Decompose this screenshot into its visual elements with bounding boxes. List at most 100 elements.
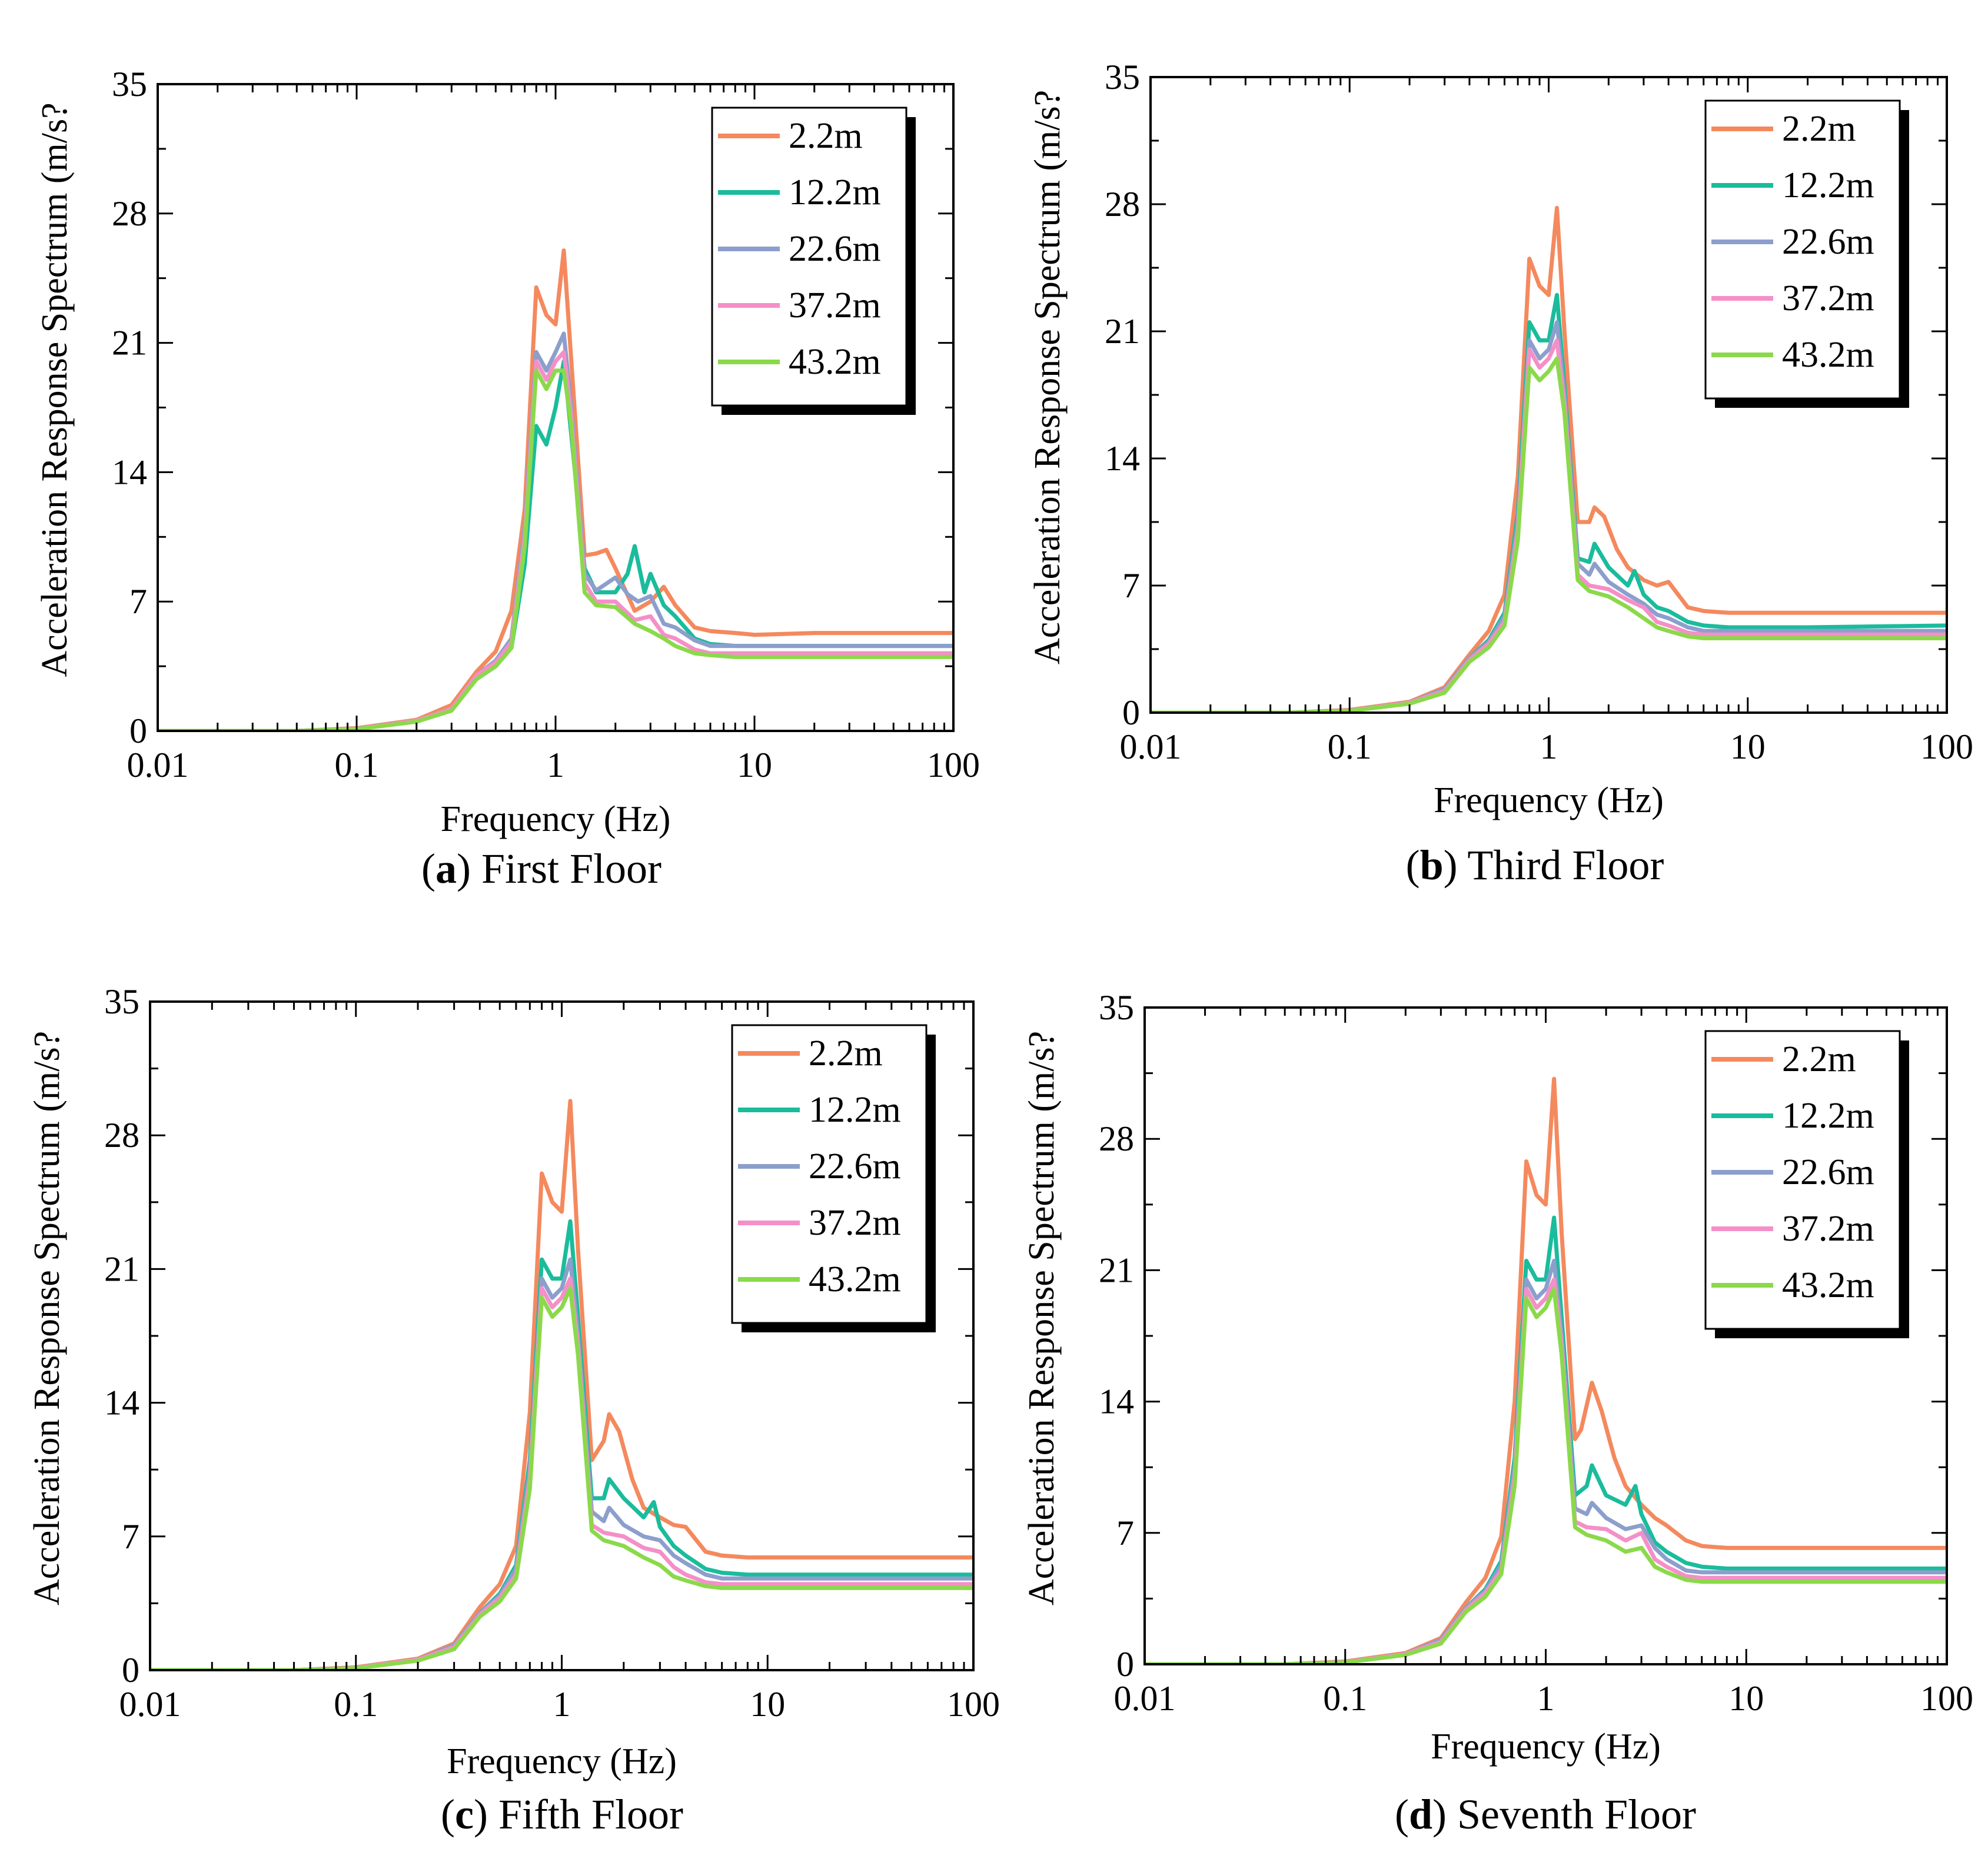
x-axis-title: Frequency (Hz) — [441, 799, 671, 839]
caption-open-paren: ( — [1395, 1791, 1409, 1838]
series-line-43.2m — [1151, 356, 1947, 713]
x-axis-title: Frequency (Hz) — [1431, 1727, 1661, 1767]
legend-box — [1704, 99, 1901, 400]
series-group — [1145, 1076, 1947, 1664]
series-line-43.2m — [150, 1286, 973, 1670]
legend-label: 2.2m — [1782, 109, 1856, 149]
y-tick-label: 35 — [1099, 988, 1134, 1027]
y-ticks — [150, 1000, 973, 1671]
caption-open-paren: ( — [441, 1791, 455, 1838]
x-tick-label: 100 — [1920, 727, 1973, 766]
y-tick-label: 28 — [104, 1116, 139, 1155]
y-tick-label: 35 — [112, 65, 147, 104]
caption-letter: c — [455, 1791, 474, 1838]
chart-panel-d: 0.01 0.1 1 10 100 0 7 14 21 28 35 Frequency (Hz) Acc… — [1022, 988, 1973, 1838]
x-tick-label: 0.1 — [1328, 727, 1372, 766]
caption-open-paren: ( — [1406, 842, 1420, 889]
y-tick-label: 21 — [104, 1249, 139, 1288]
series-group — [1151, 205, 1947, 713]
legend-label: 22.6m — [789, 229, 881, 269]
y-tick-label: 21 — [1105, 312, 1140, 351]
legend-box — [1704, 1030, 1901, 1330]
x-tick-label: 0.01 — [127, 746, 189, 784]
y-tick-label: 0 — [129, 711, 147, 750]
y-axis-title: Acceleration Response Spectrum (m/s? — [35, 102, 75, 677]
legend-box — [711, 107, 907, 407]
legend-label: 37.2m — [789, 285, 881, 325]
legend: 2.2m 12.2m 22.6m 37.2m 43.2m — [1704, 1030, 1909, 1338]
y-tick-label: 0 — [1122, 693, 1140, 732]
y-tick-label: 35 — [1105, 58, 1140, 97]
x-tick-label: 0.1 — [335, 746, 379, 784]
y-tick-label: 14 — [104, 1384, 139, 1422]
caption-text: Seventh Floor — [1457, 1791, 1696, 1838]
y-tick-label: 21 — [1099, 1251, 1134, 1289]
x-tick-label: 0.01 — [119, 1685, 181, 1724]
legend-label: 37.2m — [1782, 1209, 1874, 1249]
x-tick-label: 10 — [750, 1685, 785, 1724]
y-tick-label: 7 — [1116, 1514, 1134, 1552]
x-tick-label: 0.01 — [1114, 1679, 1176, 1718]
legend-label: 43.2m — [1782, 1265, 1874, 1305]
y-tick-label: 7 — [122, 1517, 139, 1556]
caption-close-paren: ) — [1444, 842, 1468, 889]
y-tick-label: 14 — [1105, 439, 1140, 478]
x-tick-label: 10 — [1728, 1679, 1764, 1718]
series-line-2.2m — [150, 1099, 973, 1670]
caption-open-paren: ( — [421, 845, 436, 892]
x-tick-label: 1 — [553, 1685, 571, 1724]
x-axis-title: Frequency (Hz) — [447, 1741, 677, 1781]
legend-label: 12.2m — [1782, 165, 1874, 205]
caption-letter: a — [436, 845, 457, 892]
legend-label: 2.2m — [789, 116, 863, 156]
y-axis-title: Acceleration Response Spectrum (m/s? — [27, 1031, 67, 1605]
x-ticks — [1149, 77, 1948, 713]
series-line-43.2m — [158, 368, 953, 731]
legend-label: 37.2m — [1782, 278, 1874, 318]
series-line-2.2m — [1145, 1076, 1947, 1664]
y-tick-label: 14 — [112, 453, 147, 491]
legend-label: 2.2m — [1782, 1039, 1856, 1079]
legend-label: 43.2m — [1782, 335, 1874, 375]
series-group — [150, 1099, 973, 1670]
legend: 2.2m 12.2m 22.6m 37.2m 43.2m — [711, 107, 916, 415]
x-tick-label: 100 — [947, 1685, 1000, 1724]
caption-close-paren: ) — [1432, 1791, 1457, 1838]
caption-close-paren: ) — [474, 1791, 498, 1838]
y-tick-label: 35 — [104, 982, 139, 1021]
x-tick-label: 0.1 — [334, 1685, 378, 1724]
y-tick-label: 14 — [1099, 1382, 1134, 1421]
x-axis-title: Frequency (Hz) — [1434, 780, 1664, 820]
x-ticks — [157, 84, 955, 731]
panel-caption: (d) Seventh Floor — [1395, 1791, 1696, 1838]
legend-label: 12.2m — [809, 1090, 901, 1130]
legend-box — [731, 1024, 927, 1324]
x-tick-label: 1 — [547, 746, 564, 784]
y-ticks — [158, 83, 953, 732]
legend-label: 12.2m — [1782, 1096, 1874, 1136]
y-tick-label: 21 — [112, 324, 147, 363]
series-line-43.2m — [1145, 1286, 1947, 1664]
caption-text: Third Floor — [1467, 842, 1664, 889]
panel-caption: (a) First Floor — [421, 845, 661, 892]
y-tick-label: 0 — [122, 1651, 139, 1690]
y-ticks — [1151, 76, 1947, 714]
panel-caption: (b) Third Floor — [1406, 842, 1664, 889]
y-ticks — [1145, 1006, 1947, 1665]
x-tick-label: 10 — [1730, 727, 1766, 766]
chart-panel-c: 0.01 0.1 1 10 100 0 7 14 21 28 35 Frequency (Hz) Acc… — [27, 982, 1000, 1838]
chart-panel-b: 0.01 0.1 1 10 100 0 7 14 21 28 35 Frequency (Hz) Acc… — [1028, 58, 1973, 889]
x-tick-label: 100 — [1920, 1679, 1973, 1718]
caption-close-paren: ) — [457, 845, 481, 892]
y-tick-label: 28 — [1099, 1119, 1134, 1158]
series-group — [158, 248, 953, 731]
legend-label: 43.2m — [809, 1259, 901, 1299]
legend-label: 2.2m — [809, 1033, 883, 1073]
legend-label: 43.2m — [789, 342, 881, 382]
caption-text: Fifth Floor — [498, 1791, 683, 1838]
legend-label: 37.2m — [809, 1203, 901, 1243]
x-tick-label: 10 — [737, 746, 772, 784]
x-ticks — [1143, 1008, 1948, 1664]
caption-letter: d — [1409, 1791, 1432, 1838]
legend: 2.2m 12.2m 22.6m 37.2m 43.2m — [731, 1024, 936, 1332]
